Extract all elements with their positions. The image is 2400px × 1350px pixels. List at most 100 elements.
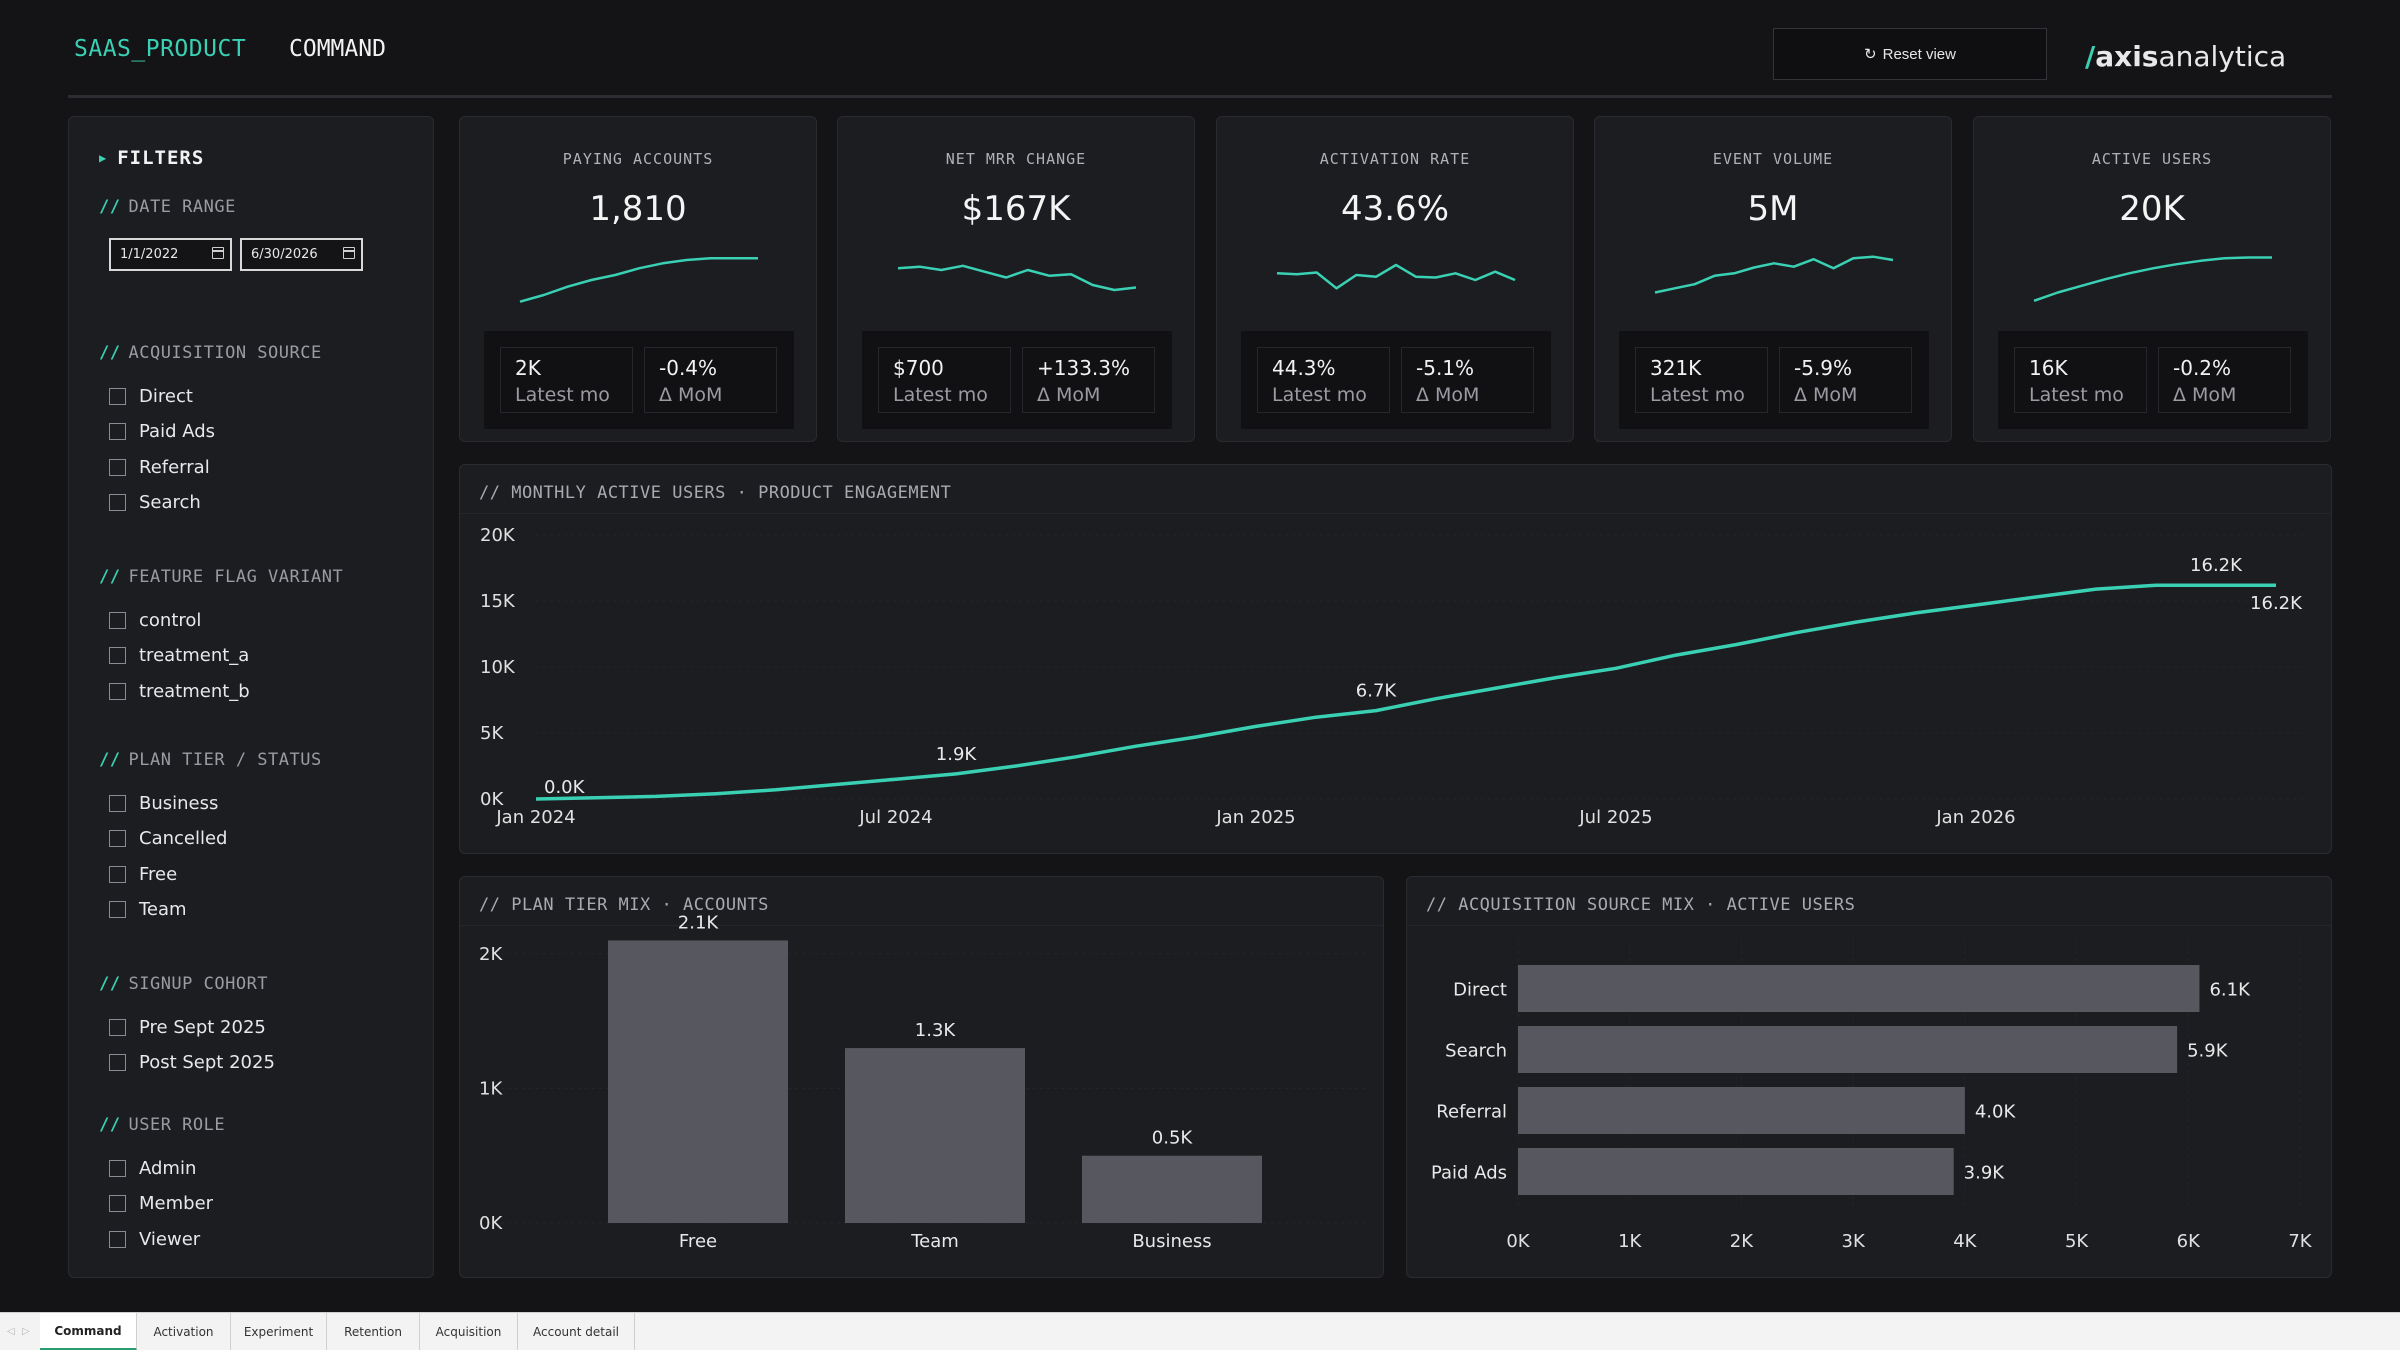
filter-option-label: Search bbox=[139, 491, 201, 513]
checkbox-icon[interactable] bbox=[109, 612, 126, 629]
checkbox-icon[interactable] bbox=[109, 900, 126, 918]
filter-section-label: USER ROLE bbox=[128, 1115, 226, 1135]
reset-view-button[interactable]: ↻ Reset view bbox=[1773, 28, 2047, 80]
category-label: Paid Ads bbox=[1431, 1163, 1507, 1184]
filter-option-label: Pre Sept 2025 bbox=[139, 1017, 266, 1038]
filter-option-label: Paid Ads bbox=[139, 421, 216, 443]
date-start-input[interactable]: 1/1/2022 bbox=[109, 238, 232, 271]
tab-next-icon[interactable]: ▷ bbox=[22, 1326, 30, 1337]
checkbox-icon[interactable] bbox=[109, 423, 126, 441]
kpi-latest-cell: 16K Latest mo bbox=[2014, 347, 2147, 413]
checkbox-icon[interactable] bbox=[109, 830, 126, 848]
logo-bold: axis bbox=[2095, 40, 2159, 73]
date-range-label: DATE RANGE bbox=[128, 197, 236, 217]
filter-option-label: Referral bbox=[139, 456, 210, 478]
filter-checkbox-option[interactable]: Viewer bbox=[109, 1229, 200, 1250]
filter-option-label: Free bbox=[139, 863, 178, 885]
filter-checkbox-option[interactable]: Member bbox=[109, 1193, 213, 1214]
filter-checkbox-option[interactable]: treatment_b bbox=[109, 681, 250, 702]
filter-checkbox-option[interactable]: Paid Ads bbox=[109, 421, 215, 442]
filter-checkbox-option[interactable]: Search bbox=[109, 492, 201, 513]
kpi-latest-label: Latest mo bbox=[515, 384, 610, 406]
bar-value-label: 2.1K bbox=[678, 912, 720, 933]
checkbox-icon[interactable] bbox=[109, 1054, 126, 1072]
tab-experiment[interactable]: Experiment bbox=[231, 1313, 327, 1350]
filter-checkbox-option[interactable]: Referral bbox=[109, 457, 210, 478]
filters-title[interactable]: ▶ FILTERS bbox=[99, 147, 204, 169]
category-label: Referral bbox=[1436, 1102, 1507, 1123]
tab-acquisition[interactable]: Acquisition bbox=[420, 1313, 518, 1350]
mau-data-label: 16.2K bbox=[2190, 555, 2243, 576]
checkbox-icon[interactable] bbox=[109, 1230, 126, 1248]
checkbox-icon[interactable] bbox=[109, 1019, 126, 1036]
checkbox-icon[interactable] bbox=[109, 682, 126, 700]
x-tick-label: Jan 2024 bbox=[495, 807, 575, 828]
brand-logo: /axisanalytica bbox=[2085, 40, 2286, 73]
checkbox-icon[interactable] bbox=[109, 1160, 126, 1177]
y-tick-label: 10K bbox=[480, 657, 516, 678]
filter-checkbox-option[interactable]: Free bbox=[109, 864, 177, 885]
filter-section-label: SIGNUP COHORT bbox=[128, 974, 269, 994]
filter-checkbox-option[interactable]: Cancelled bbox=[109, 828, 227, 849]
checkbox-icon[interactable] bbox=[109, 647, 126, 665]
kpi-sparkline bbox=[1654, 255, 1894, 294]
filter-option-label: Team bbox=[139, 898, 187, 920]
checkbox-icon[interactable] bbox=[109, 493, 126, 511]
kpi-card: NET MRR CHANGE $167K $700 Latest mo +133.3% Δ… bbox=[837, 116, 1195, 442]
checkbox-icon[interactable] bbox=[109, 865, 126, 883]
mau-line-chart: 0K 5K 10K 15K 20K Jan 2024 Jul 2024 Jan 2025 Jul… bbox=[480, 525, 2306, 828]
checkbox-icon[interactable] bbox=[109, 1195, 126, 1213]
x-tick-label: 0K bbox=[1506, 1231, 1530, 1252]
x-tick-label: Jan 2026 bbox=[1935, 807, 2015, 828]
kpi-latest-cell: 2K Latest mo bbox=[500, 347, 633, 413]
bar-value-label: 6.1K bbox=[2209, 980, 2251, 1001]
kpi-mom-value: -0.2% bbox=[2173, 356, 2232, 380]
bar-value-label: 0.5K bbox=[1152, 1128, 1194, 1149]
filter-checkbox-option[interactable]: Post Sept 2025 bbox=[109, 1052, 275, 1073]
filter-section-label: PLAN TIER / STATUS bbox=[128, 750, 322, 770]
tab-retention[interactable]: Retention bbox=[327, 1313, 420, 1350]
x-tick-label: 2K bbox=[1730, 1231, 1754, 1252]
x-tick-label: 5K bbox=[2065, 1231, 2089, 1252]
kpi-card: EVENT VOLUME 5M 321K Latest mo -5.9% Δ MoM bbox=[1594, 116, 1952, 442]
kpi-mom-cell: -5.1% Δ MoM bbox=[1401, 347, 1534, 413]
y-tick-label: 5K bbox=[480, 723, 504, 744]
tab-activation[interactable]: Activation bbox=[137, 1313, 231, 1350]
filter-section-heading: //FEATURE FLAG VARIANT bbox=[99, 567, 344, 587]
plan-tier-bar bbox=[845, 1048, 1025, 1223]
plan-tier-bar bbox=[608, 940, 788, 1223]
tab-command[interactable]: Command bbox=[40, 1313, 137, 1350]
filters-panel: ▶ FILTERS //DATE RANGE 1/1/2022 6/30/2026… bbox=[68, 116, 434, 1278]
tab-account-detail[interactable]: Account detail bbox=[518, 1313, 635, 1350]
tab-prev-icon[interactable]: ◁ bbox=[7, 1326, 15, 1337]
filter-checkbox-option[interactable]: Pre Sept 2025 bbox=[109, 1017, 266, 1038]
filter-checkbox-option[interactable]: Team bbox=[109, 899, 187, 920]
acquisition-bar bbox=[1518, 1148, 1954, 1195]
checkbox-icon[interactable] bbox=[109, 795, 126, 812]
filter-checkbox-option[interactable]: control bbox=[109, 610, 201, 631]
filter-option-label: control bbox=[139, 610, 202, 631]
acquisition-bar bbox=[1518, 1026, 2178, 1073]
kpi-value: 5M bbox=[1747, 189, 1799, 229]
filter-checkbox-option[interactable]: Direct bbox=[109, 386, 193, 407]
kpi-card: ACTIVATION RATE 43.6% 44.3% Latest mo -5.1% Δ… bbox=[1216, 116, 1574, 442]
filter-checkbox-option[interactable]: treatment_a bbox=[109, 645, 249, 666]
date-end-input[interactable]: 6/30/2026 bbox=[240, 238, 363, 271]
filter-checkbox-option[interactable]: Admin bbox=[109, 1158, 196, 1179]
kpi-value: 20K bbox=[2119, 189, 2185, 229]
checkbox-icon[interactable] bbox=[109, 388, 126, 405]
filter-option-label: Post Sept 2025 bbox=[139, 1052, 275, 1074]
date-range-heading: //DATE RANGE bbox=[99, 197, 236, 217]
kpi-latest-value: 44.3% bbox=[1272, 356, 1336, 380]
acquisition-hbar-chart: 0K 1K 2K 3K 4K 5K 6K 7K Direct 6.1K Search 5.9K Refe… bbox=[1431, 937, 2313, 1252]
mau-chart-panel: // MONTHLY ACTIVE USERS · PRODUCT ENGAGE… bbox=[459, 464, 2332, 854]
calendar-icon[interactable] bbox=[212, 247, 224, 259]
panel-divider bbox=[460, 925, 1383, 926]
filter-checkbox-option[interactable]: Business bbox=[109, 793, 218, 814]
checkbox-icon[interactable] bbox=[109, 458, 126, 476]
mau-data-label: 6.7K bbox=[1356, 681, 1398, 702]
acquisition-bar bbox=[1518, 1087, 1965, 1134]
kpi-mom-cell: -5.9% Δ MoM bbox=[1779, 347, 1912, 413]
calendar-icon[interactable] bbox=[343, 247, 355, 259]
page-title: COMMAND bbox=[289, 36, 386, 62]
